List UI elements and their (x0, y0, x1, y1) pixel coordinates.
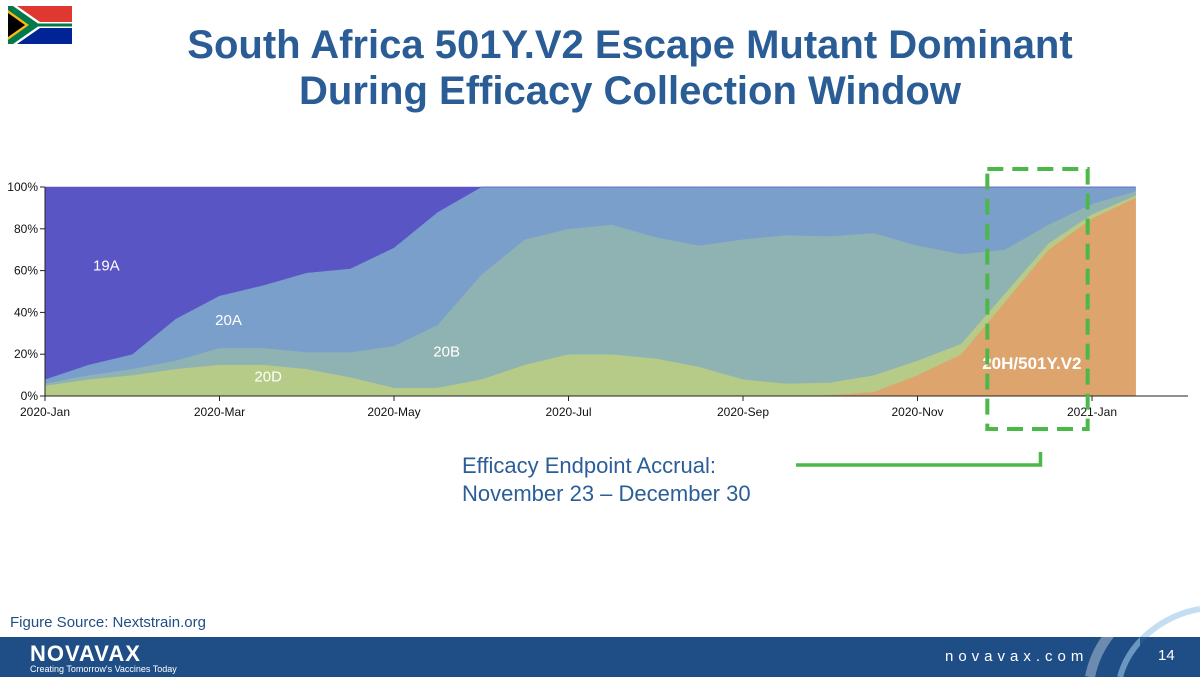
x-tick-label: 2021-Jan (1067, 405, 1117, 419)
annotation-connector-line (796, 452, 1043, 467)
title-line-2: During Efficacy Collection Window (299, 69, 961, 113)
novavax-logo: NOVAVAX (30, 641, 141, 666)
swoosh-decoration-icon (1085, 585, 1200, 677)
series-label-20b: 20B (433, 343, 460, 360)
x-tick-label: 2020-May (367, 405, 420, 419)
x-tick-label: 2020-Sep (717, 405, 769, 419)
series-label-20d: 20D (254, 368, 282, 385)
area-19a (44, 186, 1136, 380)
y-tick-label: 100% (7, 180, 38, 194)
title-line-1: South Africa 501Y.V2 Escape Mutant Domin… (187, 23, 1073, 67)
footer-website-link[interactable]: novavax.com (945, 648, 1089, 665)
y-tick-label: 60% (14, 264, 38, 278)
y-tick-label: 20% (14, 347, 38, 361)
efficacy-annotation: Efficacy Endpoint Accrual: November 23 –… (462, 452, 751, 508)
y-tick-label: 0% (21, 389, 39, 403)
series-label-20h-501y-v2: 20H/501Y.V2 (982, 354, 1081, 373)
footer-bar (0, 637, 1200, 677)
axis-layer: 0% 20% 40% 60% 80% 100% 2020-Jan 2020-Mar 2020-M… (7, 180, 1188, 419)
page-number: 14 (1158, 647, 1175, 664)
annotation-line-1: Efficacy Endpoint Accrual: (462, 453, 716, 478)
series-label-layer: 19A 20A 20B 20D 20H/501Y.V2 (93, 258, 1121, 385)
logo-tagline: Creating Tomorrow's Vaccines Today (30, 664, 177, 674)
annotation-line-2: November 23 – December 30 (462, 481, 751, 506)
x-tick-label: 2020-Jan (20, 405, 70, 419)
efficacy-window-box (985, 167, 1090, 431)
x-tick-label: 2020-Mar (194, 405, 245, 419)
y-tick-label: 80% (14, 222, 38, 236)
y-tick-label: 40% (14, 305, 38, 319)
figure-source: Figure Source: Nextstrain.org (10, 614, 206, 631)
label-background-20h (970, 347, 1121, 378)
series-label-20a: 20A (215, 312, 242, 329)
x-tick-label: 2020-Jul (545, 405, 591, 419)
x-tick-label: 2020-Nov (892, 405, 944, 419)
slide-title: South Africa 501Y.V2 Escape Mutant Domin… (130, 22, 1130, 114)
series-label-19a: 19A (93, 258, 120, 275)
south-africa-flag-icon (8, 6, 72, 44)
